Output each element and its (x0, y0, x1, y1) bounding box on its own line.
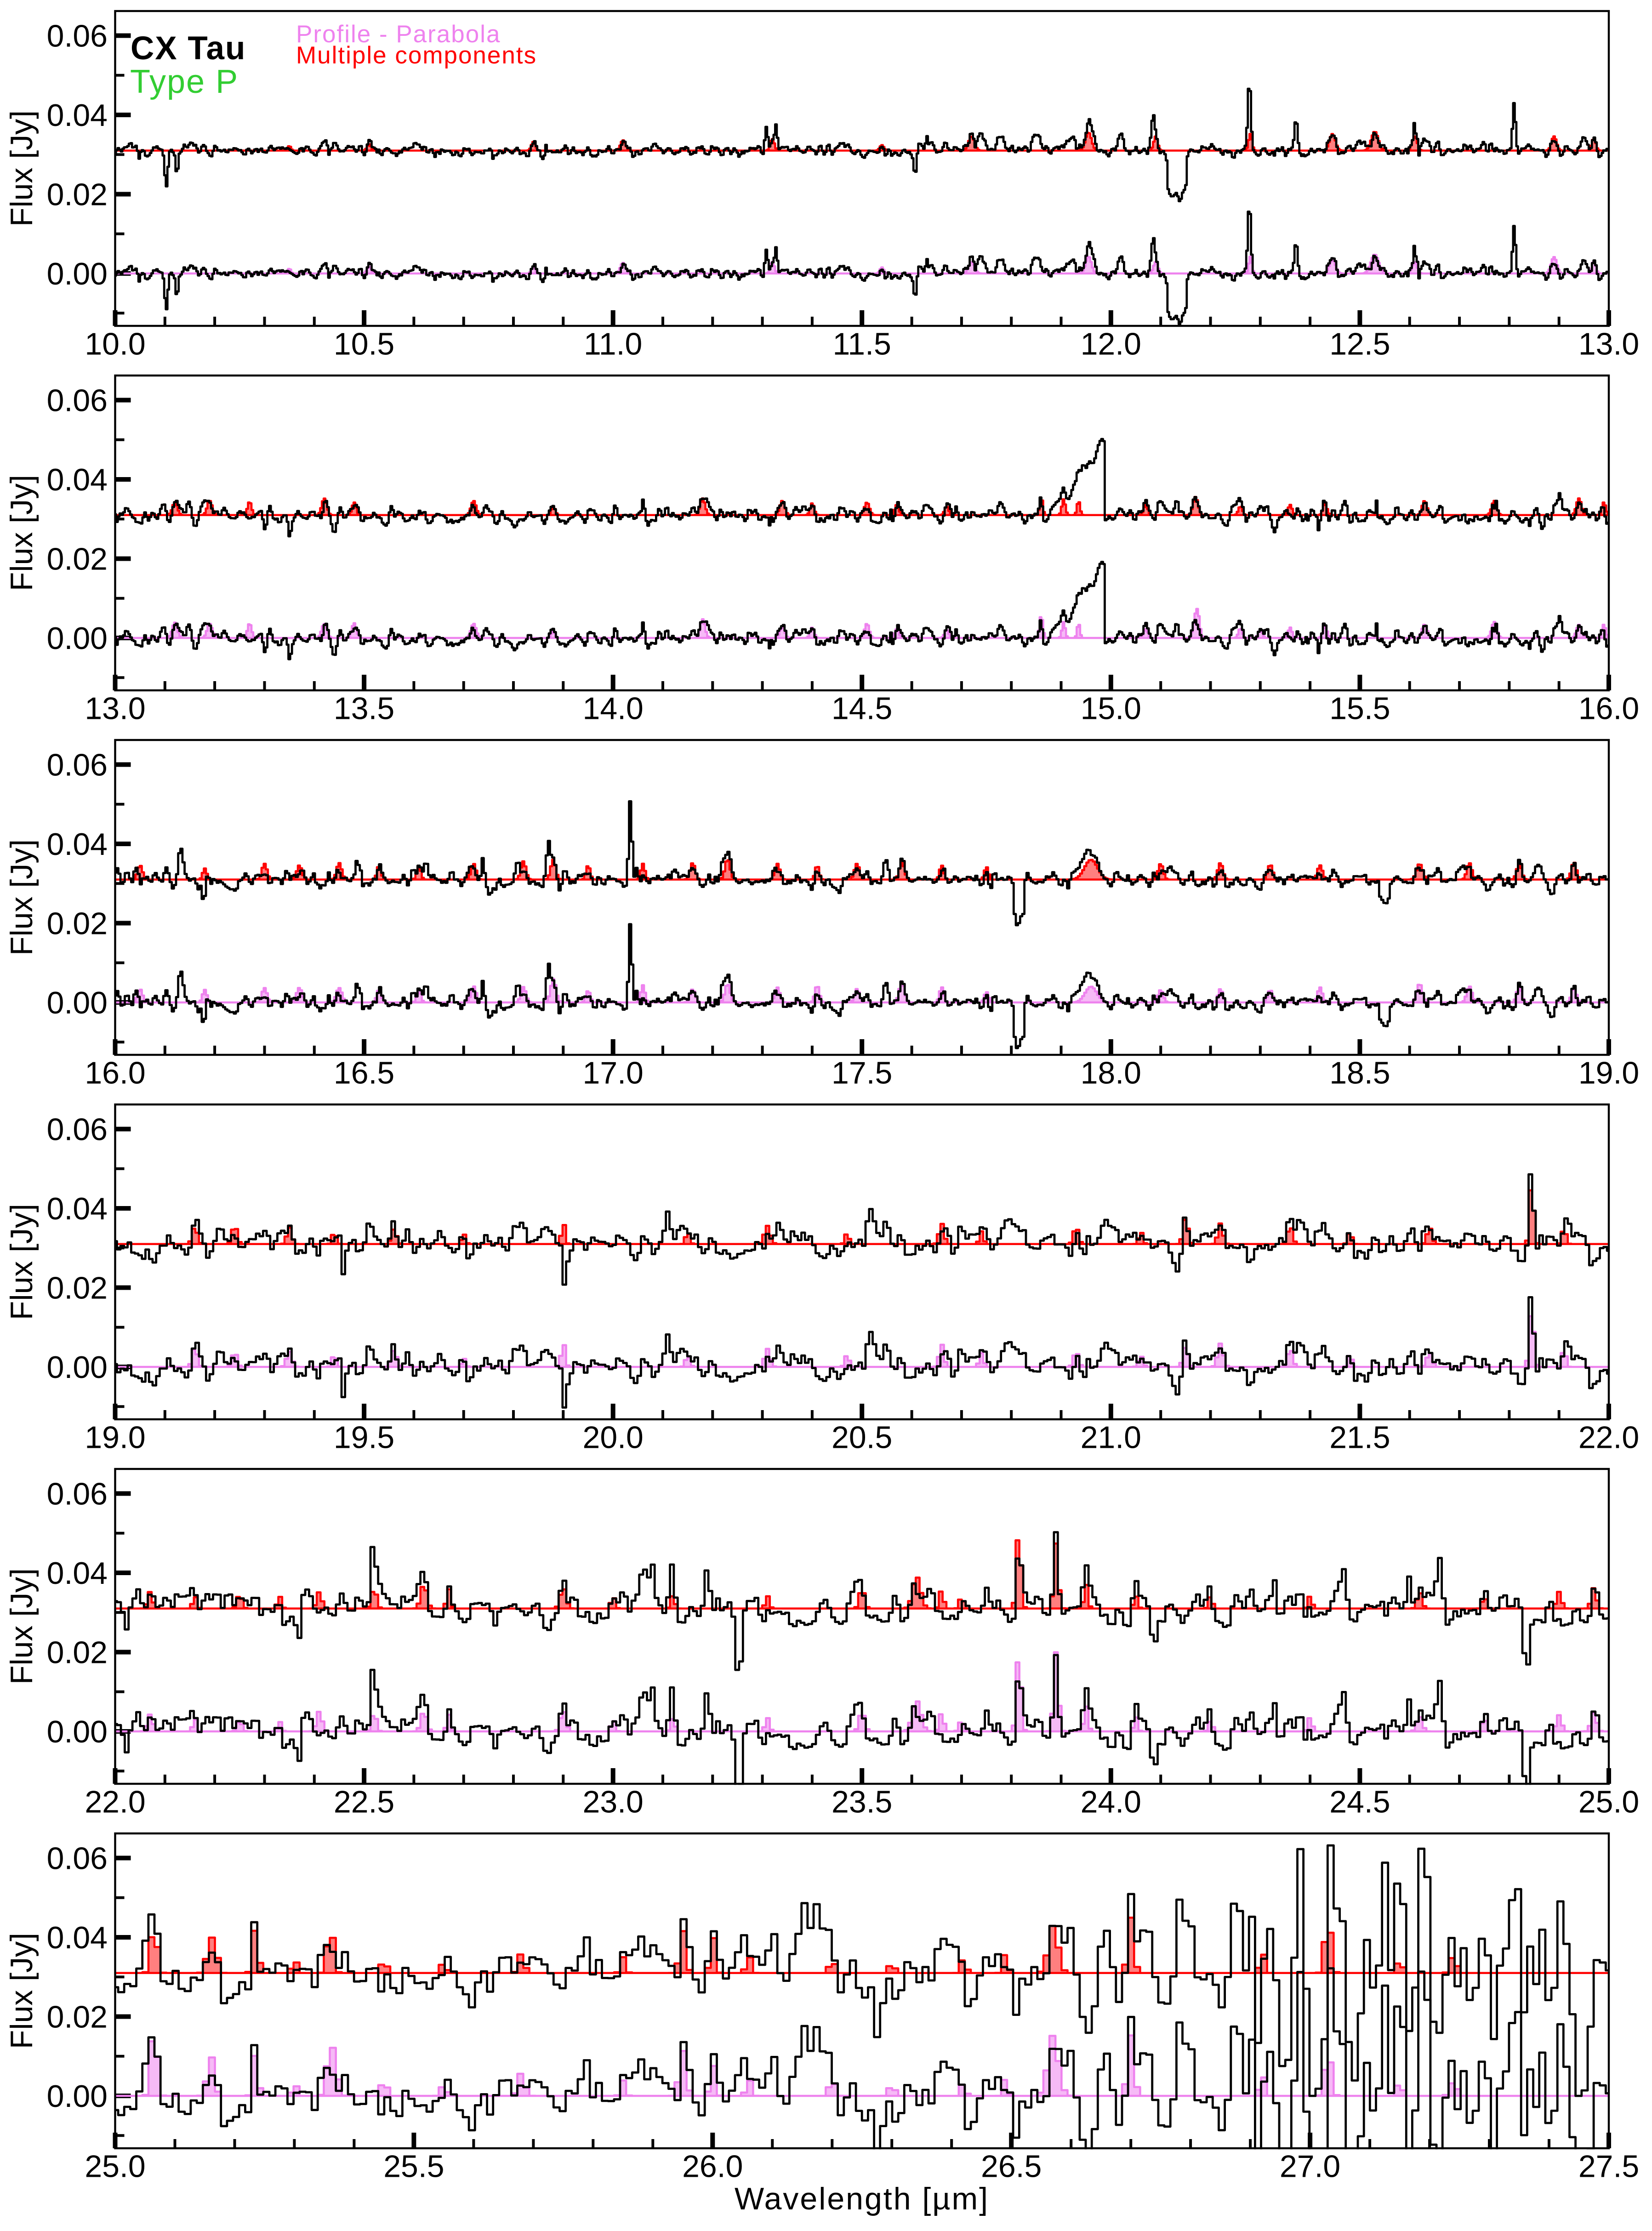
svg-text:Flux [Jy]: Flux [Jy] (4, 839, 39, 956)
svg-text:11.0: 11.0 (584, 327, 642, 362)
svg-text:Flux [Jy]: Flux [Jy] (4, 1933, 39, 2049)
svg-text:Multiple components: Multiple components (296, 42, 537, 69)
svg-text:0.02: 0.02 (47, 1635, 108, 1670)
svg-text:Flux [Jy]: Flux [Jy] (4, 1568, 39, 1685)
svg-text:0.06: 0.06 (47, 19, 108, 54)
svg-text:13.5: 13.5 (334, 691, 394, 726)
svg-text:Flux [Jy]: Flux [Jy] (4, 1204, 39, 1320)
svg-text:20.5: 20.5 (832, 1420, 892, 1455)
svg-text:0.04: 0.04 (47, 98, 108, 133)
svg-text:Flux [Jy]: Flux [Jy] (4, 475, 39, 591)
svg-text:0.04: 0.04 (47, 462, 108, 497)
svg-text:20.0: 20.0 (583, 1420, 644, 1455)
svg-text:0.00: 0.00 (47, 1714, 108, 1749)
svg-text:18.0: 18.0 (1081, 1056, 1141, 1091)
svg-text:Flux [Jy]: Flux [Jy] (4, 110, 39, 227)
svg-text:17.0: 17.0 (583, 1056, 644, 1091)
svg-text:27.0: 27.0 (1280, 2149, 1340, 2184)
svg-text:21.5: 21.5 (1329, 1420, 1390, 1455)
svg-text:0.00: 0.00 (47, 2079, 108, 2114)
svg-text:16.5: 16.5 (334, 1056, 394, 1091)
svg-text:0.02: 0.02 (47, 2000, 108, 2035)
svg-text:10.0: 10.0 (85, 327, 145, 362)
svg-text:Wavelength [µm]: Wavelength [µm] (735, 2181, 989, 2216)
svg-text:19.0: 19.0 (85, 1420, 145, 1455)
svg-text:21.0: 21.0 (1081, 1420, 1141, 1455)
svg-text:23.0: 23.0 (583, 1785, 644, 1820)
svg-text:0.06: 0.06 (47, 748, 108, 783)
svg-text:10.5: 10.5 (334, 327, 394, 362)
svg-text:CX Tau: CX Tau (131, 30, 246, 67)
svg-text:0.02: 0.02 (47, 542, 108, 577)
svg-text:12.0: 12.0 (1081, 327, 1141, 362)
svg-text:27.5: 27.5 (1578, 2149, 1639, 2184)
svg-text:16.0: 16.0 (85, 1056, 145, 1091)
svg-text:0.00: 0.00 (47, 621, 108, 656)
svg-text:0.04: 0.04 (47, 827, 108, 862)
svg-text:12.5: 12.5 (1329, 327, 1390, 362)
svg-text:22.0: 22.0 (1578, 1420, 1639, 1455)
svg-text:15.5: 15.5 (1329, 691, 1390, 726)
svg-text:17.5: 17.5 (832, 1056, 892, 1091)
svg-text:24.5: 24.5 (1329, 1785, 1390, 1820)
svg-text:0.02: 0.02 (47, 177, 108, 212)
svg-text:0.04: 0.04 (47, 1920, 108, 1955)
svg-text:26.0: 26.0 (682, 2149, 743, 2184)
svg-text:25.0: 25.0 (85, 2149, 145, 2184)
svg-text:0.02: 0.02 (47, 1271, 108, 1306)
svg-text:0.00: 0.00 (47, 256, 108, 291)
svg-text:14.0: 14.0 (583, 691, 644, 726)
svg-text:0.04: 0.04 (47, 1556, 108, 1591)
svg-text:22.0: 22.0 (85, 1785, 145, 1820)
svg-text:16.0: 16.0 (1578, 691, 1639, 726)
svg-text:0.00: 0.00 (47, 1350, 108, 1385)
svg-text:13.0: 13.0 (1578, 327, 1639, 362)
svg-text:14.5: 14.5 (832, 691, 892, 726)
svg-text:Type P: Type P (130, 63, 239, 100)
svg-text:15.0: 15.0 (1081, 691, 1141, 726)
svg-text:0.06: 0.06 (47, 383, 108, 418)
svg-text:26.5: 26.5 (981, 2149, 1042, 2184)
svg-text:24.0: 24.0 (1081, 1785, 1141, 1820)
svg-text:13.0: 13.0 (85, 691, 145, 726)
svg-text:0.06: 0.06 (47, 1477, 108, 1512)
svg-text:0.02: 0.02 (47, 906, 108, 941)
svg-text:25.5: 25.5 (383, 2149, 444, 2184)
svg-text:11.5: 11.5 (833, 327, 891, 362)
svg-text:23.5: 23.5 (832, 1785, 892, 1820)
svg-text:Profile - Parabola: Profile - Parabola (296, 21, 501, 48)
svg-text:0.04: 0.04 (47, 1191, 108, 1226)
svg-text:25.0: 25.0 (1578, 1785, 1639, 1820)
svg-text:0.06: 0.06 (47, 1112, 108, 1147)
svg-text:0.06: 0.06 (47, 1841, 108, 1876)
svg-text:19.0: 19.0 (1578, 1056, 1639, 1091)
svg-text:18.5: 18.5 (1329, 1056, 1390, 1091)
svg-text:19.5: 19.5 (334, 1420, 394, 1455)
svg-text:22.5: 22.5 (334, 1785, 394, 1820)
svg-text:0.00: 0.00 (47, 985, 108, 1020)
